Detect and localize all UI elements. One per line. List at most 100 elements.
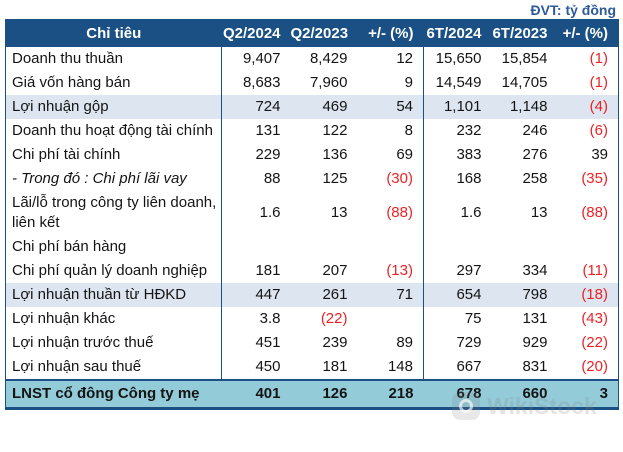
value-cell: 1,148 [491, 95, 558, 119]
value-cell: 660 [491, 379, 558, 409]
value-cell [357, 307, 424, 331]
table-row: Chi phí quản lý doanh nghiệp 181 207 (13) 29… [5, 259, 619, 283]
value-cell: 334 [522, 262, 548, 279]
value-cell: 239 [322, 334, 348, 351]
table-row: Lợi nhuận trước thuế 451 239 89 729 929 (22) [5, 331, 619, 355]
value-cell: (88) [581, 204, 608, 221]
value-cell: 450 [255, 358, 281, 375]
value-cell: (22) [320, 310, 348, 327]
value-cell: (88) [357, 191, 424, 235]
value-cell: 667 [456, 358, 482, 375]
row-label: Lãi/lỗ trong công ty liên doanh, liên kế… [5, 191, 222, 235]
value-cell: 1.6 [259, 204, 281, 221]
value-cell: 229 [255, 146, 281, 163]
value-cell: 89 [357, 331, 424, 355]
value-cell: 125 [322, 170, 348, 187]
row-label: LNST cổ đông Công ty mẹ [5, 379, 222, 409]
table-row: Chi phí bán hàng [5, 235, 619, 259]
value-cell: 14,549 [435, 74, 482, 91]
value-cell: (43) [581, 310, 608, 327]
value-cell: 69 [357, 143, 424, 167]
value-cell: 136 [322, 146, 348, 163]
table-row: Doanh thu hoạt động tài chính 131 122 8 232 2… [5, 119, 619, 143]
table-row: Lợi nhuận sau thuế 450 181 148 667 831 (20) [5, 355, 619, 380]
value-cell: (4) [557, 95, 619, 119]
unit-label: ĐVT: tỷ đồng [530, 2, 616, 18]
value-cell: 148 [357, 355, 424, 380]
value-cell: 131 [522, 310, 548, 327]
row-label: Doanh thu thuần [5, 47, 222, 71]
value-cell: 258 [522, 170, 548, 187]
value-cell: 39 [591, 146, 608, 163]
row-label: Doanh thu hoạt động tài chính [5, 119, 222, 143]
value-cell: 7,960 [309, 74, 348, 91]
value-cell: 246 [522, 122, 548, 139]
column-header: 6T/2024 [423, 19, 492, 47]
row-label: Chi phí quản lý doanh nghiệp [5, 259, 222, 283]
value-cell: (1) [589, 50, 608, 67]
column-header: Q2/2023 [290, 19, 358, 47]
row-label: Lợi nhuận trước thuế [5, 331, 222, 355]
value-cell: (11) [582, 262, 608, 279]
row-label: - Trong đó : Chi phí lãi vay [5, 167, 222, 191]
value-cell: 276 [522, 146, 548, 163]
value-cell: 122 [322, 122, 348, 139]
value-cell: 8,683 [242, 74, 281, 91]
row-label: Lợi nhuận sau thuế [5, 355, 222, 380]
column-header: +/- (%) [357, 19, 424, 47]
value-cell: (13) [357, 259, 424, 283]
row-label: Giá vốn hàng bán [5, 71, 222, 95]
value-cell: 831 [522, 358, 548, 375]
value-cell: 207 [322, 262, 348, 279]
row-label: Lợi nhuận gộp [5, 95, 222, 119]
table-row: Giá vốn hàng bán 8,683 7,960 9 14,549 14,705 (… [5, 71, 619, 95]
financial-table: Chỉ tiêu Q2/2024 Q2/2023 +/- (%) 6T/2024 6T/2… [5, 19, 619, 410]
table-row: Lợi nhuận khác 3.8 (22) 75 131 (43) [5, 307, 619, 331]
value-cell: 451 [255, 334, 281, 351]
value-cell [424, 235, 492, 259]
value-cell: 1,101 [423, 95, 492, 119]
value-cell: 929 [522, 334, 548, 351]
value-cell: 13 [530, 204, 548, 221]
value-cell: 88 [263, 170, 281, 187]
column-header: Chỉ tiêu [5, 19, 222, 47]
table-header: Chỉ tiêu Q2/2024 Q2/2023 +/- (%) 6T/2024 6T/2… [5, 19, 619, 47]
column-header: +/- (%) [557, 19, 619, 47]
value-cell: 71 [357, 283, 424, 307]
value-cell: 15,854 [501, 50, 548, 67]
value-cell: (22) [581, 334, 608, 351]
row-label: Chi phí bán hàng [5, 235, 222, 259]
column-header: Q2/2024 [221, 19, 291, 47]
table-row: Doanh thu thuần 9,407 8,429 12 15,650 15,854 (… [5, 47, 619, 71]
table-row: Chi phí tài chính 229 136 69 383 276 39 [5, 143, 619, 167]
value-cell: 181 [255, 262, 281, 279]
value-cell: 14,705 [501, 74, 548, 91]
value-cell [357, 235, 424, 259]
value-cell: (6) [589, 122, 608, 139]
row-label: Lợi nhuận khác [5, 307, 222, 331]
column-header: 6T/2023 [491, 19, 558, 47]
value-cell [492, 235, 558, 259]
value-cell: 168 [456, 170, 482, 187]
value-cell: (30) [357, 167, 424, 191]
value-cell: 447 [221, 283, 291, 307]
value-cell: 297 [456, 262, 482, 279]
header-row: Chỉ tiêu Q2/2024 Q2/2023 +/- (%) 6T/2024 6T/2… [5, 19, 619, 47]
value-cell: 654 [423, 283, 492, 307]
value-cell: 261 [290, 283, 358, 307]
table-row: Lợi nhuận thuần từ HĐKD 447 261 71 654 798 (18… [5, 283, 619, 307]
value-cell: 3 [557, 379, 619, 409]
value-cell: 54 [357, 95, 424, 119]
value-cell: 678 [423, 379, 492, 409]
value-cell: (18) [557, 283, 619, 307]
value-cell: 131 [255, 122, 281, 139]
value-cell: 3.8 [259, 310, 281, 327]
value-cell [222, 235, 291, 259]
value-cell: 9,407 [242, 50, 281, 67]
value-cell: (35) [581, 170, 608, 187]
value-cell: 218 [357, 379, 424, 409]
value-cell [291, 235, 358, 259]
value-cell: 13 [330, 204, 348, 221]
value-cell: (1) [589, 74, 608, 91]
value-cell: 15,650 [435, 50, 482, 67]
